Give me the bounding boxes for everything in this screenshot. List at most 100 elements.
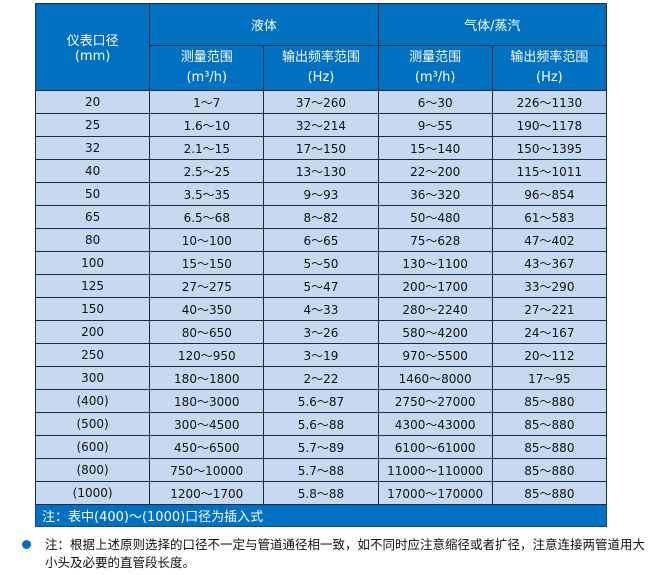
table-cell: 3.5～35 xyxy=(149,182,265,206)
table-cell: 13～130 xyxy=(263,159,379,183)
table-row: (800) 750～10000 5.7～88 11000～110000 85～880 xyxy=(34,458,608,482)
table-cell: 1460～8000 xyxy=(377,366,493,390)
table-cell: 180～3000 xyxy=(149,389,265,413)
bullet-icon xyxy=(22,540,31,549)
table-cell: 2750～27000 xyxy=(377,389,493,413)
table-cell: (500) xyxy=(34,412,151,436)
table-cell: 1200～1700 xyxy=(149,481,265,505)
table-cell: 180～1800 xyxy=(149,366,265,390)
table-cell: 85～880 xyxy=(491,389,608,413)
liquid-range-header: 测量范围 (m³/h) xyxy=(149,45,265,91)
table-cell: 5～50 xyxy=(263,251,379,275)
table-cell: 20～112 xyxy=(491,343,608,367)
gas-header: 气体/蒸汽 xyxy=(377,3,608,46)
table-cell: 80 xyxy=(34,228,151,252)
table-cell: 8～82 xyxy=(263,205,379,229)
table-cell: 85～880 xyxy=(491,458,608,482)
table-cell: 100 xyxy=(34,251,151,275)
liquid-header: 液体 xyxy=(149,3,379,46)
table-cell: 5.7～89 xyxy=(263,435,379,459)
table-row: 150 40～350 4～33 280～2240 27～221 xyxy=(34,297,608,321)
table-cell: (400) xyxy=(34,389,151,413)
table-cell: 50 xyxy=(34,182,151,206)
table-cell: 6～65 xyxy=(263,228,379,252)
table-cell: 85～880 xyxy=(491,435,608,459)
table-row: 50 3.5～35 9～93 36～320 96～854 xyxy=(34,182,608,206)
table-cell: 4300～43000 xyxy=(377,412,493,436)
table-cell: 17～150 xyxy=(263,136,379,160)
table-cell: 11000～110000 xyxy=(377,458,493,482)
table-cell: 226～1130 xyxy=(491,90,608,114)
table-cell: 5.6～87 xyxy=(263,389,379,413)
table-cell: 200 xyxy=(34,320,151,344)
table-cell: 65 xyxy=(34,205,151,229)
table-cell: 1～7 xyxy=(149,90,265,114)
table-cell: 43～367 xyxy=(491,251,608,275)
table-cell: (800) xyxy=(34,458,151,482)
table-cell: 6.5～68 xyxy=(149,205,265,229)
table-cell: 27～275 xyxy=(149,274,265,298)
table-cell: 200～1700 xyxy=(377,274,493,298)
table-cell: 61～583 xyxy=(491,205,608,229)
table-cell: 27～221 xyxy=(491,297,608,321)
table-cell: 3～19 xyxy=(263,343,379,367)
gas-range-header: 测量范围 (m³/h) xyxy=(377,45,493,91)
table-cell: 40 xyxy=(34,159,151,183)
table-cell: (600) xyxy=(34,435,151,459)
table-cell: 80～650 xyxy=(149,320,265,344)
table-row: 200 80～650 3～26 580～4200 24～167 xyxy=(34,320,608,344)
liquid-freq-header: 输出频率范围 (Hz) xyxy=(263,45,379,91)
table-cell: 24～167 xyxy=(491,320,608,344)
table-cell: 750～10000 xyxy=(149,458,265,482)
table-cell: 20 xyxy=(34,90,151,114)
table-cell: 450～6500 xyxy=(149,435,265,459)
flow-range-table: 仪表口径 (mm) 液体 气体/蒸汽 测量范围 (m³/h) 输出频率范围 (Hz) … xyxy=(34,3,608,527)
table-cell: 9～55 xyxy=(377,113,493,137)
gas-freq-header: 输出频率范围 (Hz) xyxy=(491,45,608,91)
table-cell: 300 xyxy=(34,366,151,390)
table-cell: 15～140 xyxy=(377,136,493,160)
table-cell: 9～93 xyxy=(263,182,379,206)
table-cell: 6100～61000 xyxy=(377,435,493,459)
table-cell: 6～30 xyxy=(377,90,493,114)
table-cell: 40～350 xyxy=(149,297,265,321)
footnote: 注：根据上述原则选择的口径不一定与管道通径相一致，如不同时应注意缩径或者扩径，注… xyxy=(22,536,652,572)
table-cell: 150～1395 xyxy=(491,136,608,160)
table-cell: 3～26 xyxy=(263,320,379,344)
table-cell: 115～1011 xyxy=(491,159,608,183)
table-cell: 280～2240 xyxy=(377,297,493,321)
table-cell: 85～880 xyxy=(491,412,608,436)
table-cell: 150 xyxy=(34,297,151,321)
table-row: 65 6.5～68 8～82 50～480 61～583 xyxy=(34,205,608,229)
table-cell: 22～200 xyxy=(377,159,493,183)
table-row: (500) 300～4500 5.6～88 4300～43000 85～880 xyxy=(34,412,608,436)
table-row: (600) 450～6500 5.7～89 6100～61000 85～880 xyxy=(34,435,608,459)
table-cell: 50～480 xyxy=(377,205,493,229)
table-cell: 36～320 xyxy=(377,182,493,206)
table-cell: 47～402 xyxy=(491,228,608,252)
table-row: 300 180～1800 2～22 1460～8000 17～95 xyxy=(34,366,608,390)
table-cell: 85～880 xyxy=(491,481,608,505)
table-cell: 300～4500 xyxy=(149,412,265,436)
table-cell: 17000～170000 xyxy=(377,481,493,505)
table-cell: 33～290 xyxy=(491,274,608,298)
table-note: 注：表中(400)～(1000)口径为插入式 xyxy=(35,504,607,527)
table-cell: 580～4200 xyxy=(377,320,493,344)
table-cell: 25 xyxy=(34,113,151,137)
table-cell: 5.6～88 xyxy=(263,412,379,436)
table-cell: 2.1～15 xyxy=(149,136,265,160)
table-row: 40 2.5～25 13～130 22～200 115～1011 xyxy=(34,159,608,183)
table-row: 250 120～950 3～19 970～5500 20～112 xyxy=(34,343,608,367)
table-cell: 17～95 xyxy=(491,366,608,390)
table-cell: 2～22 xyxy=(263,366,379,390)
table-cell: 970～5500 xyxy=(377,343,493,367)
table-cell: 120～950 xyxy=(149,343,265,367)
table-cell: 10～100 xyxy=(149,228,265,252)
table-row: (1000) 1200～1700 5.8～88 17000～170000 85～880 xyxy=(34,481,608,505)
table-cell: 37～260 xyxy=(263,90,379,114)
table-row: 80 10～100 6～65 75～628 47～402 xyxy=(34,228,608,252)
table-cell: 190～1178 xyxy=(491,113,608,137)
table-cell: 250 xyxy=(34,343,151,367)
table-cell: (1000) xyxy=(34,481,151,505)
table-cell: 125 xyxy=(34,274,151,298)
